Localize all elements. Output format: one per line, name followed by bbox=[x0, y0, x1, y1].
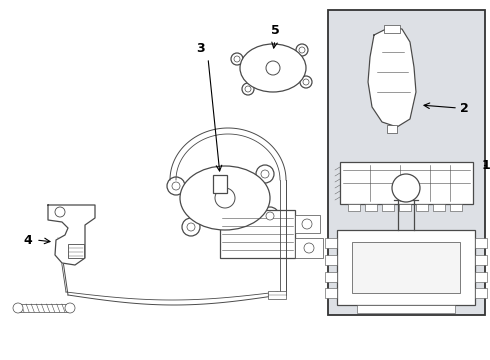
Ellipse shape bbox=[180, 166, 270, 230]
Polygon shape bbox=[48, 205, 95, 265]
Circle shape bbox=[13, 303, 23, 313]
Bar bbox=[337, 230, 475, 305]
Circle shape bbox=[242, 83, 254, 95]
Bar bbox=[365, 204, 377, 211]
Text: 4: 4 bbox=[24, 234, 32, 247]
Circle shape bbox=[261, 207, 279, 225]
Circle shape bbox=[303, 79, 309, 85]
Bar bbox=[268, 291, 286, 299]
Circle shape bbox=[55, 207, 65, 217]
Text: 2: 2 bbox=[460, 102, 469, 114]
Bar bbox=[340, 162, 473, 204]
Bar bbox=[325, 288, 337, 298]
Text: 1: 1 bbox=[481, 158, 490, 171]
Circle shape bbox=[266, 61, 280, 75]
Circle shape bbox=[231, 53, 243, 65]
Circle shape bbox=[167, 177, 185, 195]
Circle shape bbox=[299, 47, 305, 53]
Bar bbox=[18, 304, 70, 312]
Bar bbox=[433, 204, 445, 211]
Circle shape bbox=[234, 56, 240, 62]
Circle shape bbox=[296, 44, 308, 56]
Circle shape bbox=[261, 170, 269, 178]
Text: 3: 3 bbox=[196, 41, 204, 54]
Bar bbox=[382, 204, 394, 211]
Circle shape bbox=[65, 303, 75, 313]
Bar bbox=[416, 204, 428, 211]
Bar bbox=[325, 238, 337, 248]
Bar bbox=[325, 255, 337, 265]
Bar bbox=[384, 25, 400, 33]
Bar bbox=[68, 244, 84, 258]
Bar bbox=[220, 210, 295, 258]
Bar bbox=[328, 10, 485, 315]
Bar bbox=[295, 215, 320, 233]
Bar bbox=[475, 272, 487, 282]
Circle shape bbox=[300, 76, 312, 88]
Circle shape bbox=[256, 165, 274, 183]
Circle shape bbox=[245, 86, 251, 92]
Polygon shape bbox=[368, 27, 416, 127]
Bar bbox=[352, 242, 460, 293]
Circle shape bbox=[302, 219, 312, 229]
Bar bbox=[475, 288, 487, 298]
Circle shape bbox=[187, 223, 195, 231]
Bar bbox=[348, 204, 360, 211]
Bar bbox=[357, 305, 455, 313]
Bar bbox=[475, 238, 487, 248]
Circle shape bbox=[266, 212, 274, 220]
Bar bbox=[213, 175, 227, 193]
Circle shape bbox=[215, 188, 235, 208]
Ellipse shape bbox=[240, 44, 306, 92]
Bar bbox=[450, 204, 462, 211]
Circle shape bbox=[304, 243, 314, 253]
Bar bbox=[325, 272, 337, 282]
Bar bbox=[387, 125, 397, 133]
Bar bbox=[475, 255, 487, 265]
Circle shape bbox=[172, 182, 180, 190]
Circle shape bbox=[392, 174, 420, 202]
Circle shape bbox=[182, 218, 200, 236]
Bar bbox=[399, 204, 411, 211]
Text: 5: 5 bbox=[270, 23, 279, 36]
Bar bbox=[295, 238, 323, 258]
